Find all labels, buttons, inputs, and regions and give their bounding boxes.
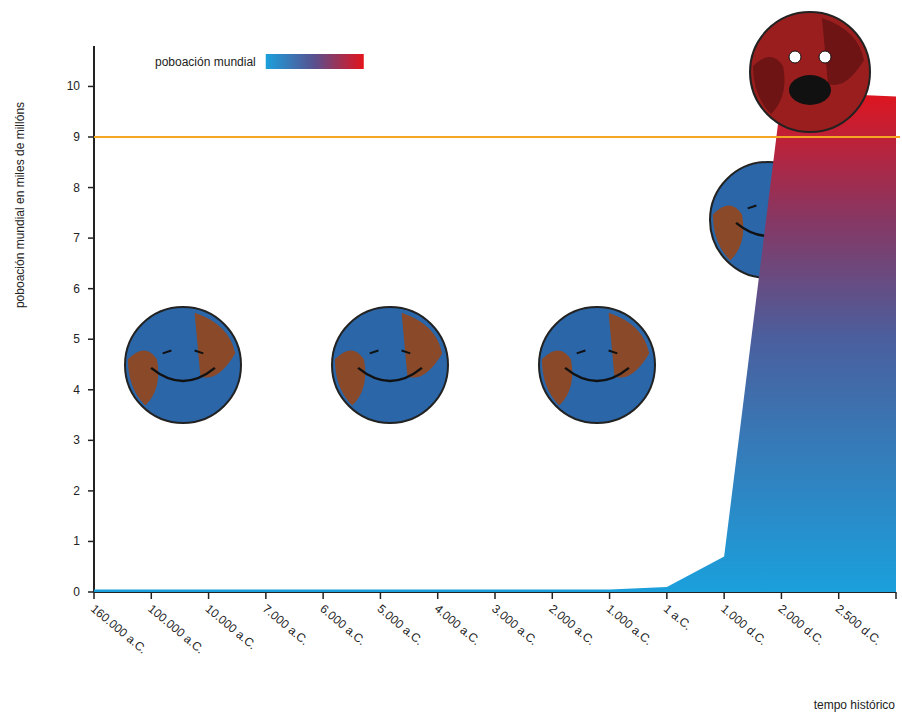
earth-smile (358, 368, 422, 381)
earth-eye (370, 351, 379, 354)
y-tick-label: 9 (73, 130, 80, 144)
earth-icon (539, 307, 655, 423)
y-tick-label: 2 (73, 484, 80, 498)
earth-eye (402, 351, 411, 354)
x-tick (494, 592, 496, 599)
y-tick (88, 136, 94, 138)
x-tick-label: 1 a.C. (661, 602, 695, 633)
y-tick (88, 490, 94, 492)
x-tick (151, 592, 153, 599)
earth-land (713, 206, 743, 261)
earth-eye (195, 351, 204, 354)
x-tick-label: 4.000 a.C. (432, 602, 483, 648)
earth-eye (609, 351, 618, 354)
y-axis-title: poboación mundial en miles de millóns (13, 102, 27, 308)
legend-swatch (266, 54, 364, 69)
x-tick (208, 592, 210, 599)
x-tick-label: 10.000 a.C. (203, 602, 260, 653)
plot-area (94, 94, 896, 592)
earth-eye (748, 206, 757, 209)
x-axis-title: tempo histórico (814, 698, 896, 712)
earth-land (753, 57, 785, 114)
chart: 0 1 2 3 4 5 6 7 8 9 10 160.000 a.C.100.000 a.C.10.0… (0, 0, 902, 718)
earth-land (128, 351, 158, 406)
x-tick (723, 592, 725, 599)
x-tick-label: 2.500 d.C. (833, 602, 884, 648)
earth-icon (332, 307, 448, 423)
y-tick-label: 1 (73, 534, 80, 548)
x-tick-label: 1.000 a.C. (604, 602, 655, 648)
earth-land (195, 313, 236, 378)
x-tick (552, 592, 554, 599)
y-tick-label: 3 (73, 433, 80, 447)
earth-mouth (789, 75, 831, 105)
earth-land (335, 351, 365, 406)
x-tick (781, 592, 783, 599)
x-tick-label: 100.000 a.C. (145, 602, 207, 657)
x-tick-label: 2.000 d.C. (776, 602, 827, 648)
x-tick (666, 592, 668, 599)
x-tick (93, 592, 95, 599)
earth-disc (125, 307, 241, 423)
y-tick (88, 86, 94, 88)
x-tick (895, 592, 897, 599)
x-tick (437, 592, 439, 599)
y-tick-label: 4 (73, 383, 80, 397)
population-area (94, 94, 896, 592)
x-tick (838, 592, 840, 599)
x-tick-label: 6.000 a.C. (317, 602, 368, 648)
earth-eye (577, 351, 586, 354)
earth-disc (539, 307, 655, 423)
x-tick-label: 160.000 a.C. (88, 602, 150, 657)
earth-land (402, 313, 443, 378)
x-tick-label: 1.000 d.C. (718, 602, 769, 648)
y-tick-label: 0 (73, 585, 80, 599)
earth-smile (565, 368, 629, 381)
x-tick (322, 592, 324, 599)
earth-disc (750, 12, 870, 132)
earth-land (542, 351, 572, 406)
x-tick (380, 592, 382, 599)
y-tick (88, 237, 94, 239)
earth-icon (750, 12, 870, 132)
y-tick (88, 187, 94, 189)
y-tick (88, 338, 94, 340)
legend-label: poboación mundial (155, 55, 256, 69)
reference-line (94, 136, 900, 138)
x-tick-label: 7.000 a.C. (260, 602, 311, 648)
y-tick-label: 7 (73, 231, 80, 245)
x-tick (609, 592, 611, 599)
x-tick-label: 3.000 a.C. (489, 602, 540, 648)
y-tick (88, 541, 94, 543)
y-tick-label: 10 (67, 79, 81, 93)
earth-eye (819, 51, 831, 63)
x-tick (265, 592, 267, 599)
x-tick-label: 2.000 a.C. (546, 602, 597, 648)
y-tick-label: 6 (73, 282, 80, 296)
y-tick (88, 288, 94, 290)
y-tick-label: 5 (73, 332, 80, 346)
x-tick-label: 5.000 a.C. (375, 602, 426, 648)
earth-icon (125, 307, 241, 423)
y-tick (88, 591, 94, 593)
earth-smile (151, 368, 215, 381)
y-axis (93, 46, 95, 592)
y-tick (88, 440, 94, 442)
y-tick (88, 389, 94, 391)
earth-land (609, 313, 650, 378)
earth-eye (163, 351, 172, 354)
y-tick-label: 8 (73, 181, 80, 195)
earth-disc (332, 307, 448, 423)
earth-eye (789, 51, 801, 63)
